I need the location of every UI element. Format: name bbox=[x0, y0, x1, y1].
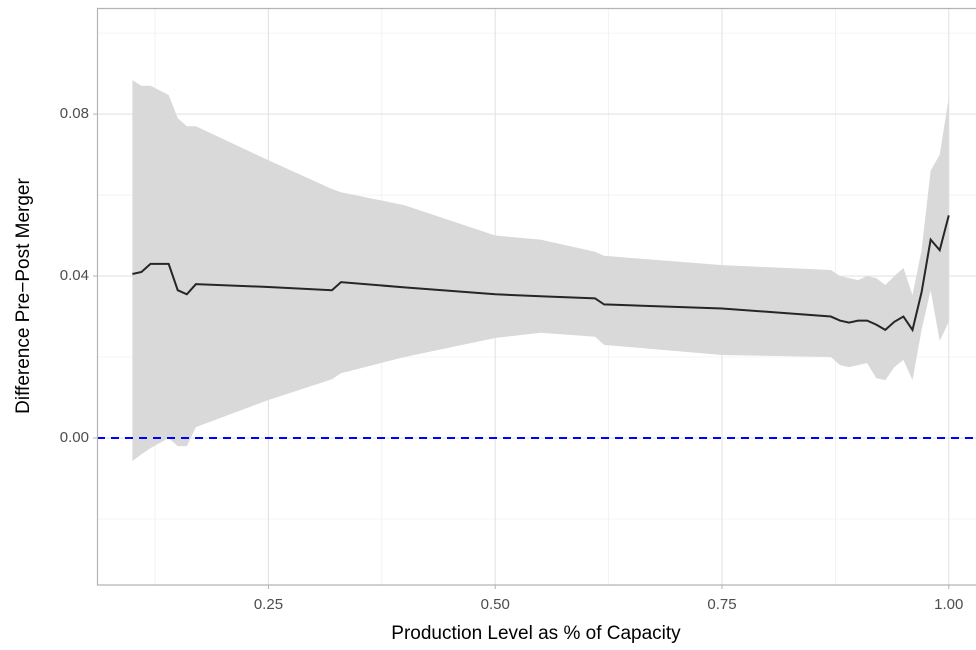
x-tick-label: 1.00 bbox=[934, 596, 963, 613]
panel-border bbox=[96, 7, 976, 586]
line bbox=[132, 215, 950, 333]
x-axis-title: Production Level as % of Capacity bbox=[391, 623, 681, 644]
x-tick-label: 0.75 bbox=[707, 596, 736, 613]
y-tick-label: 0.00 bbox=[60, 429, 89, 446]
x-tick-label: 0.25 bbox=[254, 596, 283, 613]
y-axis-title: Difference Pre−Post Merger bbox=[13, 177, 34, 413]
confidence-band bbox=[132, 80, 949, 462]
x-tick-label: 0.50 bbox=[481, 596, 510, 613]
y-tick-label: 0.04 bbox=[60, 267, 89, 284]
y-tick-label: 0.08 bbox=[60, 105, 89, 122]
